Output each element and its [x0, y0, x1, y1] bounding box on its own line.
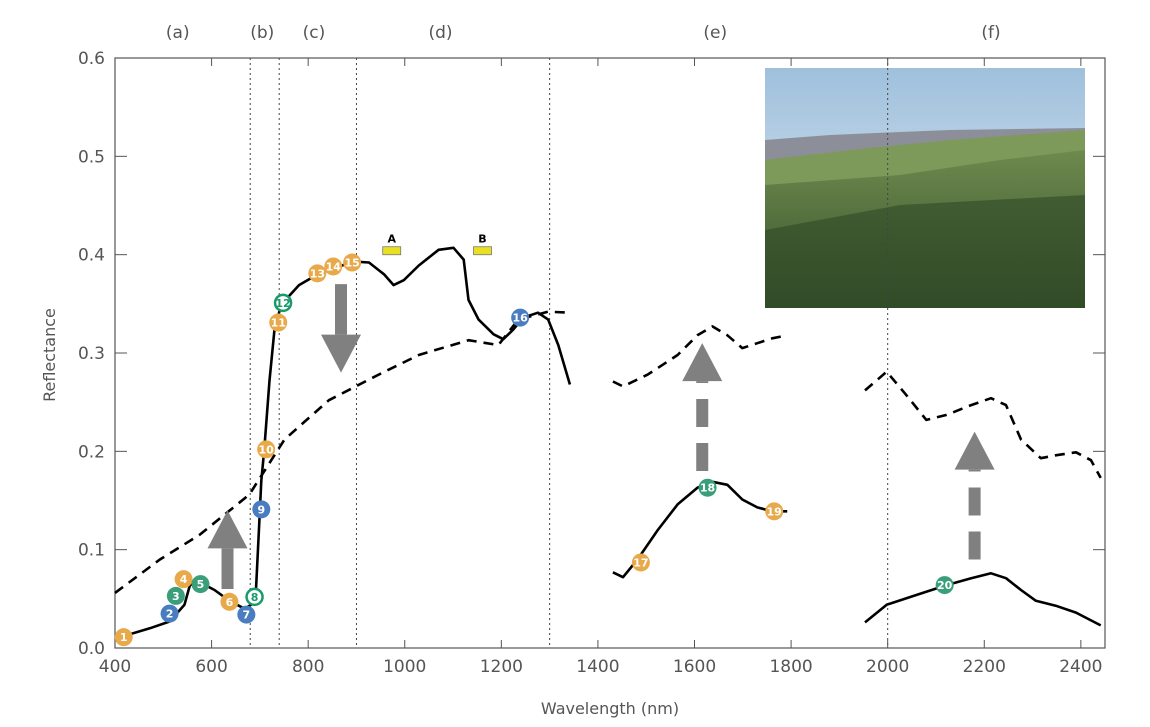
band-marker-number: 10 [258, 443, 274, 456]
band-marker-number: 2 [166, 608, 174, 621]
band-marker-number: 13 [310, 267, 325, 280]
change-arrow-head [682, 343, 723, 382]
band-marker [382, 246, 402, 256]
band-marker-number: 8 [251, 591, 259, 604]
band-marker-circle [765, 502, 784, 521]
band-marker-number: 18 [700, 482, 715, 495]
band-marker-number: 11 [271, 317, 286, 330]
dashed-spectrum-line [612, 325, 788, 388]
band-marker-number: 12 [275, 297, 290, 310]
band-marker-circle [269, 313, 288, 332]
y-tick-label: 0.2 [78, 442, 105, 462]
band-marker-circle [308, 264, 327, 283]
y-tick-label: 0.1 [78, 541, 105, 561]
x-tick-label: 1000 [383, 657, 426, 677]
band-marker-circle [257, 440, 276, 459]
band-marker-number: 5 [197, 578, 205, 591]
region-label: (c) [303, 23, 326, 43]
y-tick-label: 0.4 [78, 246, 105, 266]
band-marker-number: 3 [172, 590, 180, 603]
region-label: (a) [166, 23, 190, 43]
band-marker-number: 4 [180, 573, 188, 586]
band-marker-number: 19 [767, 505, 782, 518]
region-label: (f) [981, 23, 1000, 43]
x-tick-label: 2400 [1059, 657, 1102, 677]
y-tick-label: 0.0 [78, 639, 105, 659]
band-marker-circle [191, 575, 210, 594]
region-label: (e) [703, 23, 727, 43]
y-tick-label: 0.5 [78, 147, 105, 167]
band-marker-circle [343, 253, 362, 272]
band-marker-circle [324, 257, 343, 276]
band-marker-circle [245, 587, 264, 607]
solid-spectrum-line [864, 572, 1102, 627]
band-marker-circle [114, 628, 133, 647]
y-tick-label: 0.3 [78, 344, 105, 364]
y-tick-label: 0.6 [78, 49, 105, 69]
band-marker-number: 15 [344, 257, 359, 270]
x-tick-label: 1200 [480, 657, 523, 677]
band-marker-number: 14 [326, 260, 342, 273]
band-marker-circle [220, 592, 239, 611]
dashed-spectrum-line [114, 310, 570, 594]
band-marker-circle [273, 293, 293, 313]
change-arrow-head [321, 334, 362, 373]
band-marker-number: 16 [513, 312, 529, 325]
band-marker-circle [174, 570, 193, 589]
band-marker-circle [698, 478, 717, 497]
band-marker-circle [166, 586, 185, 605]
band-marker-number: 1 [120, 631, 128, 644]
band-marker-circle [160, 604, 179, 623]
band-marker-number: 17 [633, 556, 648, 569]
band-marker [473, 246, 492, 256]
band-marker-number: 9 [257, 503, 265, 516]
x-axis-label: Wavelength (nm) [541, 699, 679, 718]
x-tick-label: 600 [195, 657, 227, 677]
band-label: A [387, 233, 396, 246]
band-marker-circle [935, 576, 954, 595]
band-marker-circle [511, 308, 530, 327]
x-tick-label: 1400 [576, 657, 619, 677]
band-marker-circle [252, 500, 271, 519]
band-marker-circle [237, 605, 256, 624]
dashed-spectrum-line [864, 370, 1102, 479]
x-tick-label: 1800 [769, 657, 812, 677]
band-marker-number: 6 [226, 596, 234, 609]
band-marker-number: 20 [937, 579, 953, 592]
change-arrow-head [207, 510, 248, 549]
band-marker-number: 7 [243, 609, 251, 622]
region-label: (d) [428, 23, 452, 43]
x-tick-label: 2000 [866, 657, 909, 677]
region-label: (b) [250, 23, 274, 43]
x-tick-label: 2200 [963, 657, 1006, 677]
y-axis-label: Reflectance [40, 308, 59, 402]
x-tick-label: 800 [292, 657, 324, 677]
band-marker-circle [631, 553, 650, 572]
landscape-photo [765, 68, 1085, 308]
band-label: B [478, 233, 486, 246]
x-tick-label: 400 [99, 657, 131, 677]
x-tick-label: 1600 [673, 657, 716, 677]
change-arrow-head [954, 431, 995, 470]
